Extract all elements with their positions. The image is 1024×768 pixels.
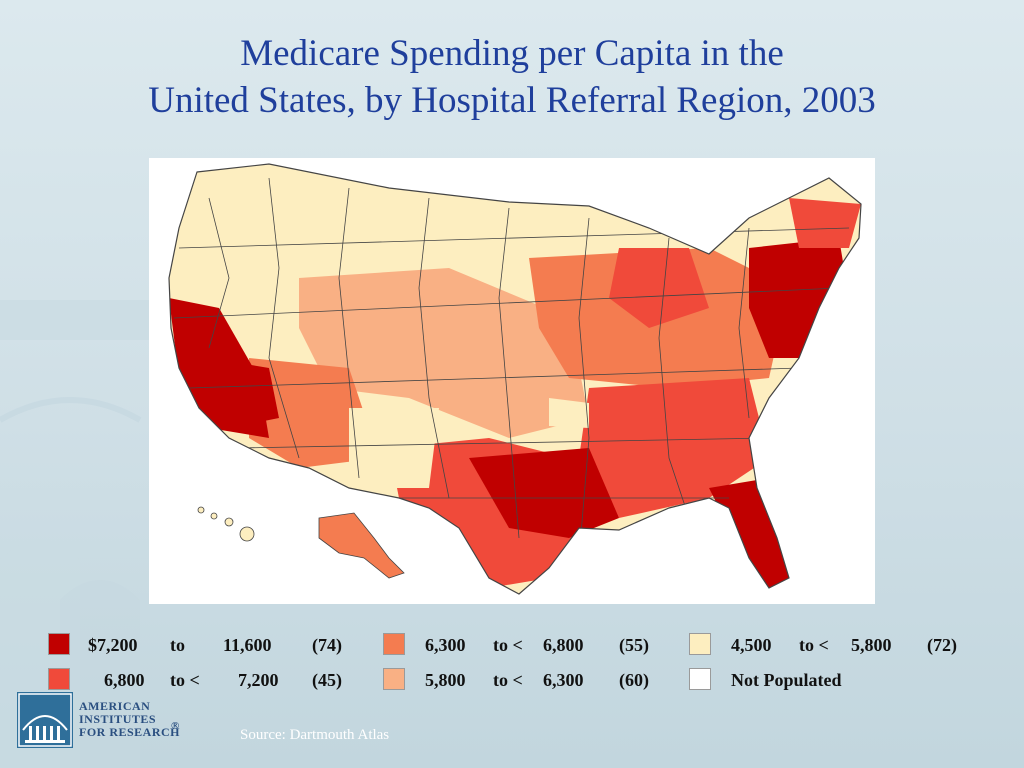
us-map-panel [149,158,875,604]
title-line-2: United States, by Hospital Referral Regi… [148,80,876,121]
legend-item-4: 5,800 to < 6,300 (60) [383,668,683,692]
region-new-england [789,198,861,248]
legend-count-5: (72) [927,635,957,655]
region-florida [709,478,789,588]
logo-line-1: American [79,699,151,713]
legend-count-3: (55) [619,635,649,655]
registered-mark: ® [171,720,180,732]
source-note: Source: Dartmouth Atlas [240,727,390,743]
legend-min-2: 6,800 [104,670,145,690]
legend-item-1: $7,200 to 11,600 (74) [48,633,368,657]
region-arkansas-light [549,398,589,428]
region-borders [173,177,850,559]
hawaii-island-4 [239,526,255,542]
slide-title: Medicare Spending per Capita in the Unit… [0,30,1024,124]
region-great-lakes [609,248,709,328]
legend-swatch-1 [48,633,70,655]
logo-line-3: for Research [79,725,181,739]
logo-line-2: Institutes [79,712,157,726]
legend-max-4: 6,300 [543,670,584,690]
legend-op-5: to < [799,635,829,655]
region-southwest [249,358,379,468]
legend-row-2: 6,800 to < 7,200 (45) 5,800 to < 6,300 (… [48,668,988,692]
legend-min-3: 6,300 [425,635,466,655]
legend-max-2: 7,200 [238,670,279,690]
legend-min-1: $7,200 [88,635,138,655]
title-line-1: Medicare Spending per Capita in the [240,33,784,74]
region-southern-california [209,358,279,428]
legend-min-4: 5,800 [425,670,466,690]
hawaii-island-1 [197,506,205,514]
legend-row-1: $7,200 to 11,600 (74) 6,300 to < 6,800 (… [48,633,988,657]
legend-item-6: Not Populated [689,668,989,692]
legend-op-1: to [170,635,185,655]
legend-count-2: (45) [312,670,342,690]
region-alaska [319,513,404,578]
logo-text: American Institutes for Research [79,700,180,739]
legend-item-5: 4,500 to < 5,800 (72) [689,633,989,657]
legend-swatch-4 [383,668,405,690]
building-icon [18,693,72,747]
legend-min-5: 4,500 [731,635,772,655]
legend-max-5: 5,800 [851,635,892,655]
legend-count-1: (74) [312,635,342,655]
legend-swatch-3 [383,633,405,655]
legend-op-3: to < [493,635,523,655]
legend-label-6: Not Populated [731,670,842,690]
legend-swatch-2 [48,668,70,690]
legend-item-2: 6,800 to < 7,200 (45) [48,668,368,692]
region-hawaii [197,506,255,542]
legend-max-3: 6,800 [543,635,584,655]
hawaii-island-2 [210,512,218,520]
region-central-mountain [299,268,589,438]
legend-op-4: to < [493,670,523,690]
region-gulf-coast [469,448,619,538]
legend-op-2: to < [170,670,200,690]
legend-max-1: 11,600 [223,635,272,655]
legend-count-4: (60) [619,670,649,690]
hawaii-island-3 [224,517,234,527]
map-legend: $7,200 to 11,600 (74) 6,300 to < 6,800 (… [48,633,988,693]
region-new-mexico [349,408,439,488]
legend-swatch-6 [689,668,711,690]
logo-emblem [17,692,73,748]
legend-swatch-5 [689,633,711,655]
region-southeast [579,378,769,518]
air-logo: American Institutes for Research ® [17,692,187,750]
alaska-outline [318,512,405,579]
region-northeast [749,238,849,358]
us-choropleth-map [168,163,862,595]
legend-item-3: 6,300 to < 6,800 (55) [383,633,683,657]
us-outline [168,163,862,595]
